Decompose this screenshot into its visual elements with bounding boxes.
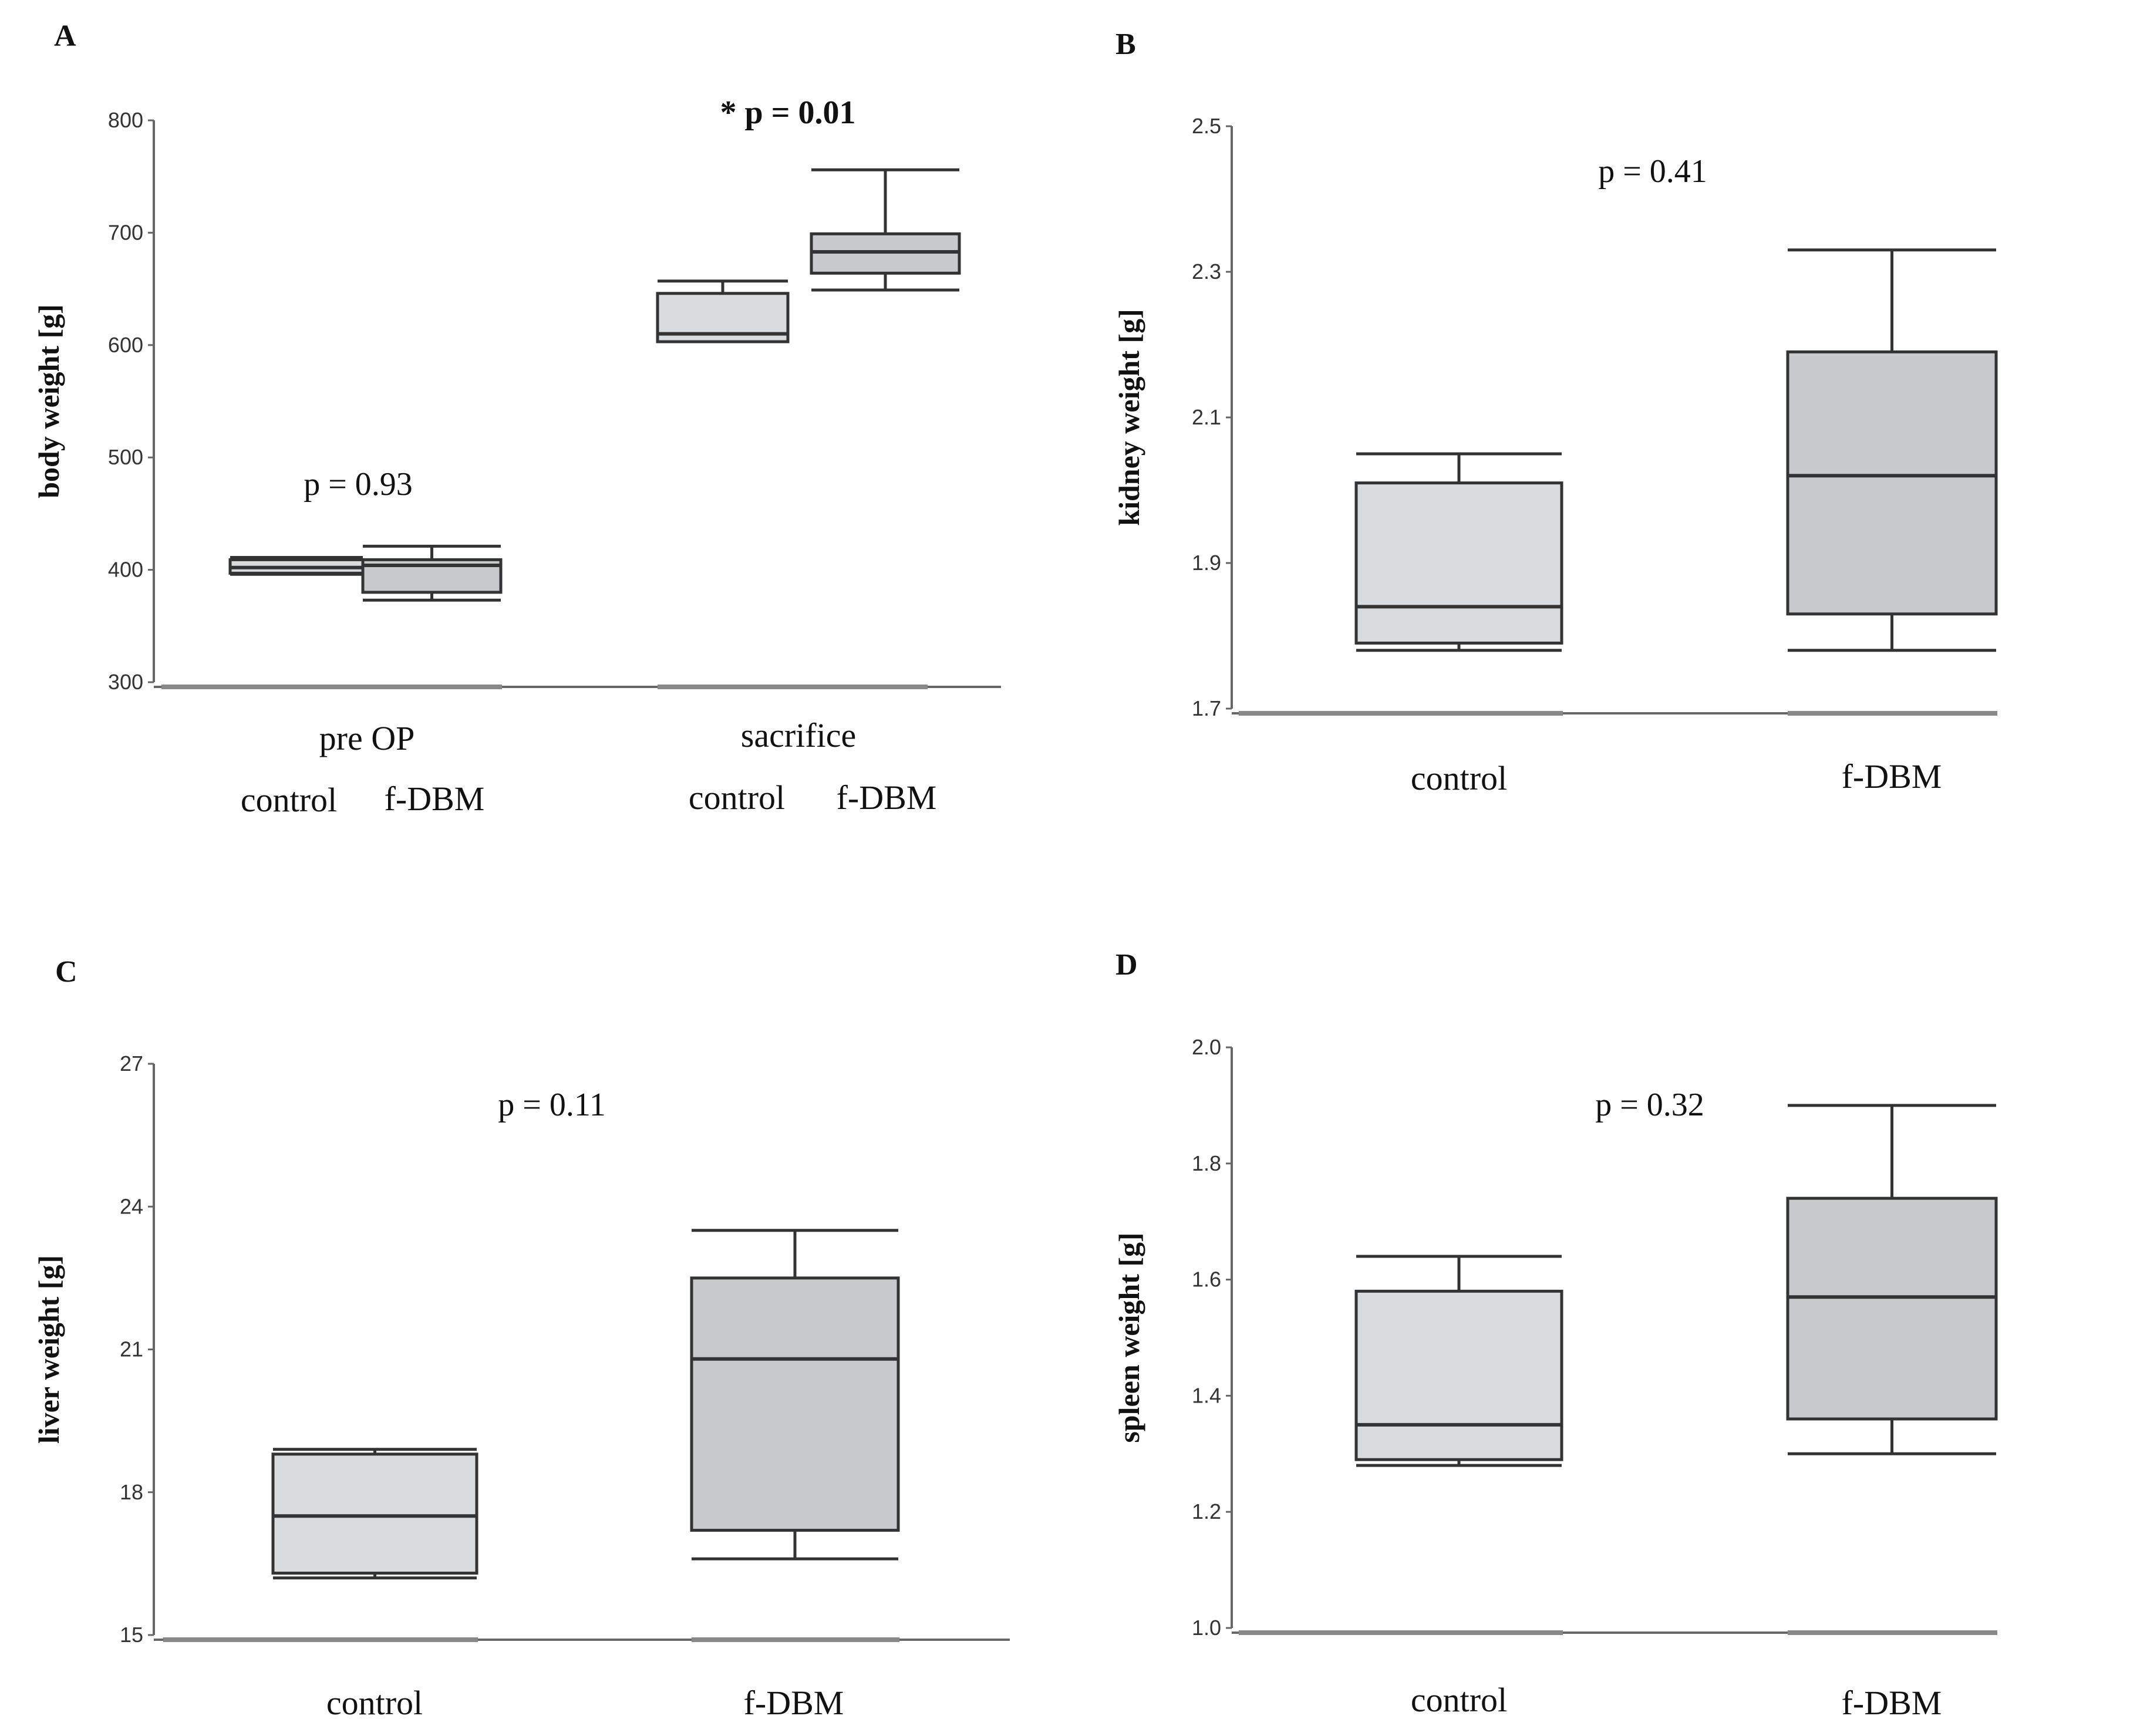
- y-tick-label: 300: [108, 670, 143, 694]
- box-f-dbm: [690, 1229, 900, 1560]
- box-iqr: [1786, 350, 1998, 616]
- panel-c: C 27 24 21 18 15 liver weight [g] control f-DBM p…: [32, 955, 1010, 1722]
- category-label: control: [241, 781, 337, 819]
- y-tick-label: 1.6: [1192, 1268, 1221, 1292]
- y-tick-label: 18: [120, 1480, 143, 1504]
- box-control: [1354, 452, 1563, 652]
- y-tick-label: 1.8: [1192, 1151, 1221, 1175]
- y-tick-label: 2.0: [1192, 1035, 1221, 1059]
- box-control: [228, 556, 365, 576]
- box-control: [271, 1448, 478, 1580]
- y-tick-label: 600: [108, 333, 143, 357]
- group-label: pre OP: [319, 719, 415, 757]
- box-iqr: [271, 1452, 478, 1575]
- panel-a: A 800 700 600 500 400 300 body weight [g] contro…: [32, 19, 1001, 819]
- category-label: f-DBM: [1842, 1684, 1942, 1722]
- panel-d: D 2.0 1.8 1.6 1.4 1.2 1.0 spleen weight [g] cont…: [1113, 948, 1998, 1722]
- y-tick-label: 24: [120, 1194, 143, 1218]
- p-value-annotation: * p = 0.01: [720, 95, 855, 131]
- y-tick-label: 500: [108, 445, 143, 469]
- panel-b: B 2.5 2.3 2.1 1.9 1.7 kidney weight [g] control…: [1113, 28, 1998, 797]
- box-iqr: [1354, 481, 1563, 645]
- box-f-dbm: [810, 168, 961, 292]
- category-label: control: [689, 778, 785, 817]
- category-label: control: [1411, 1681, 1507, 1719]
- box-f-dbm: [1786, 248, 1998, 652]
- y-axis-label: kidney weight [g]: [1113, 309, 1145, 525]
- panel-letter: C: [55, 955, 77, 989]
- panel-letter: B: [1115, 28, 1136, 61]
- y-tick-label: 21: [120, 1337, 143, 1361]
- box-iqr: [690, 1276, 900, 1532]
- y-tick-label: 15: [120, 1623, 143, 1647]
- category-label: f-DBM: [385, 780, 485, 818]
- category-label: f-DBM: [744, 1684, 844, 1722]
- y-tick-label: 700: [108, 220, 143, 244]
- box-f-dbm: [1786, 1104, 1998, 1455]
- y-axis-label: spleen weight [g]: [1113, 1232, 1145, 1442]
- y-tick-label: 2.5: [1192, 114, 1221, 138]
- y-axis-label: liver weight [g]: [32, 1255, 65, 1444]
- y-tick-label: 2.3: [1192, 259, 1221, 284]
- y-tick-label: 1.4: [1192, 1383, 1221, 1407]
- box-iqr: [1786, 1196, 1998, 1421]
- category-label: control: [326, 1684, 423, 1722]
- box-control: [1354, 1255, 1563, 1467]
- category-label: f-DBM: [1842, 757, 1942, 795]
- group-label: sacrifice: [741, 716, 856, 754]
- p-value-annotation: p = 0.93: [304, 466, 413, 503]
- y-tick-label: 800: [108, 108, 143, 132]
- y-axis-label: body weight [g]: [32, 304, 65, 498]
- category-label: f-DBM: [837, 778, 937, 817]
- box-iqr: [1354, 1289, 1563, 1461]
- y-tick-label: 2.1: [1192, 405, 1221, 429]
- box-f-dbm: [361, 544, 503, 602]
- category-label: control: [1411, 759, 1507, 797]
- panel-letter: A: [54, 19, 76, 53]
- p-value-annotation: p = 0.11: [498, 1087, 606, 1123]
- y-tick-label: 400: [108, 558, 143, 582]
- y-tick-label: 1.0: [1192, 1616, 1221, 1640]
- p-value-annotation: p = 0.41: [1598, 153, 1707, 190]
- y-tick-label: 27: [120, 1051, 143, 1076]
- box-control: [656, 279, 790, 343]
- panel-letter: D: [1115, 948, 1138, 982]
- y-tick-label: 1.7: [1192, 696, 1221, 720]
- y-tick-label: 1.2: [1192, 1499, 1221, 1523]
- y-tick-label: 1.9: [1192, 551, 1221, 575]
- p-value-annotation: p = 0.32: [1595, 1087, 1704, 1123]
